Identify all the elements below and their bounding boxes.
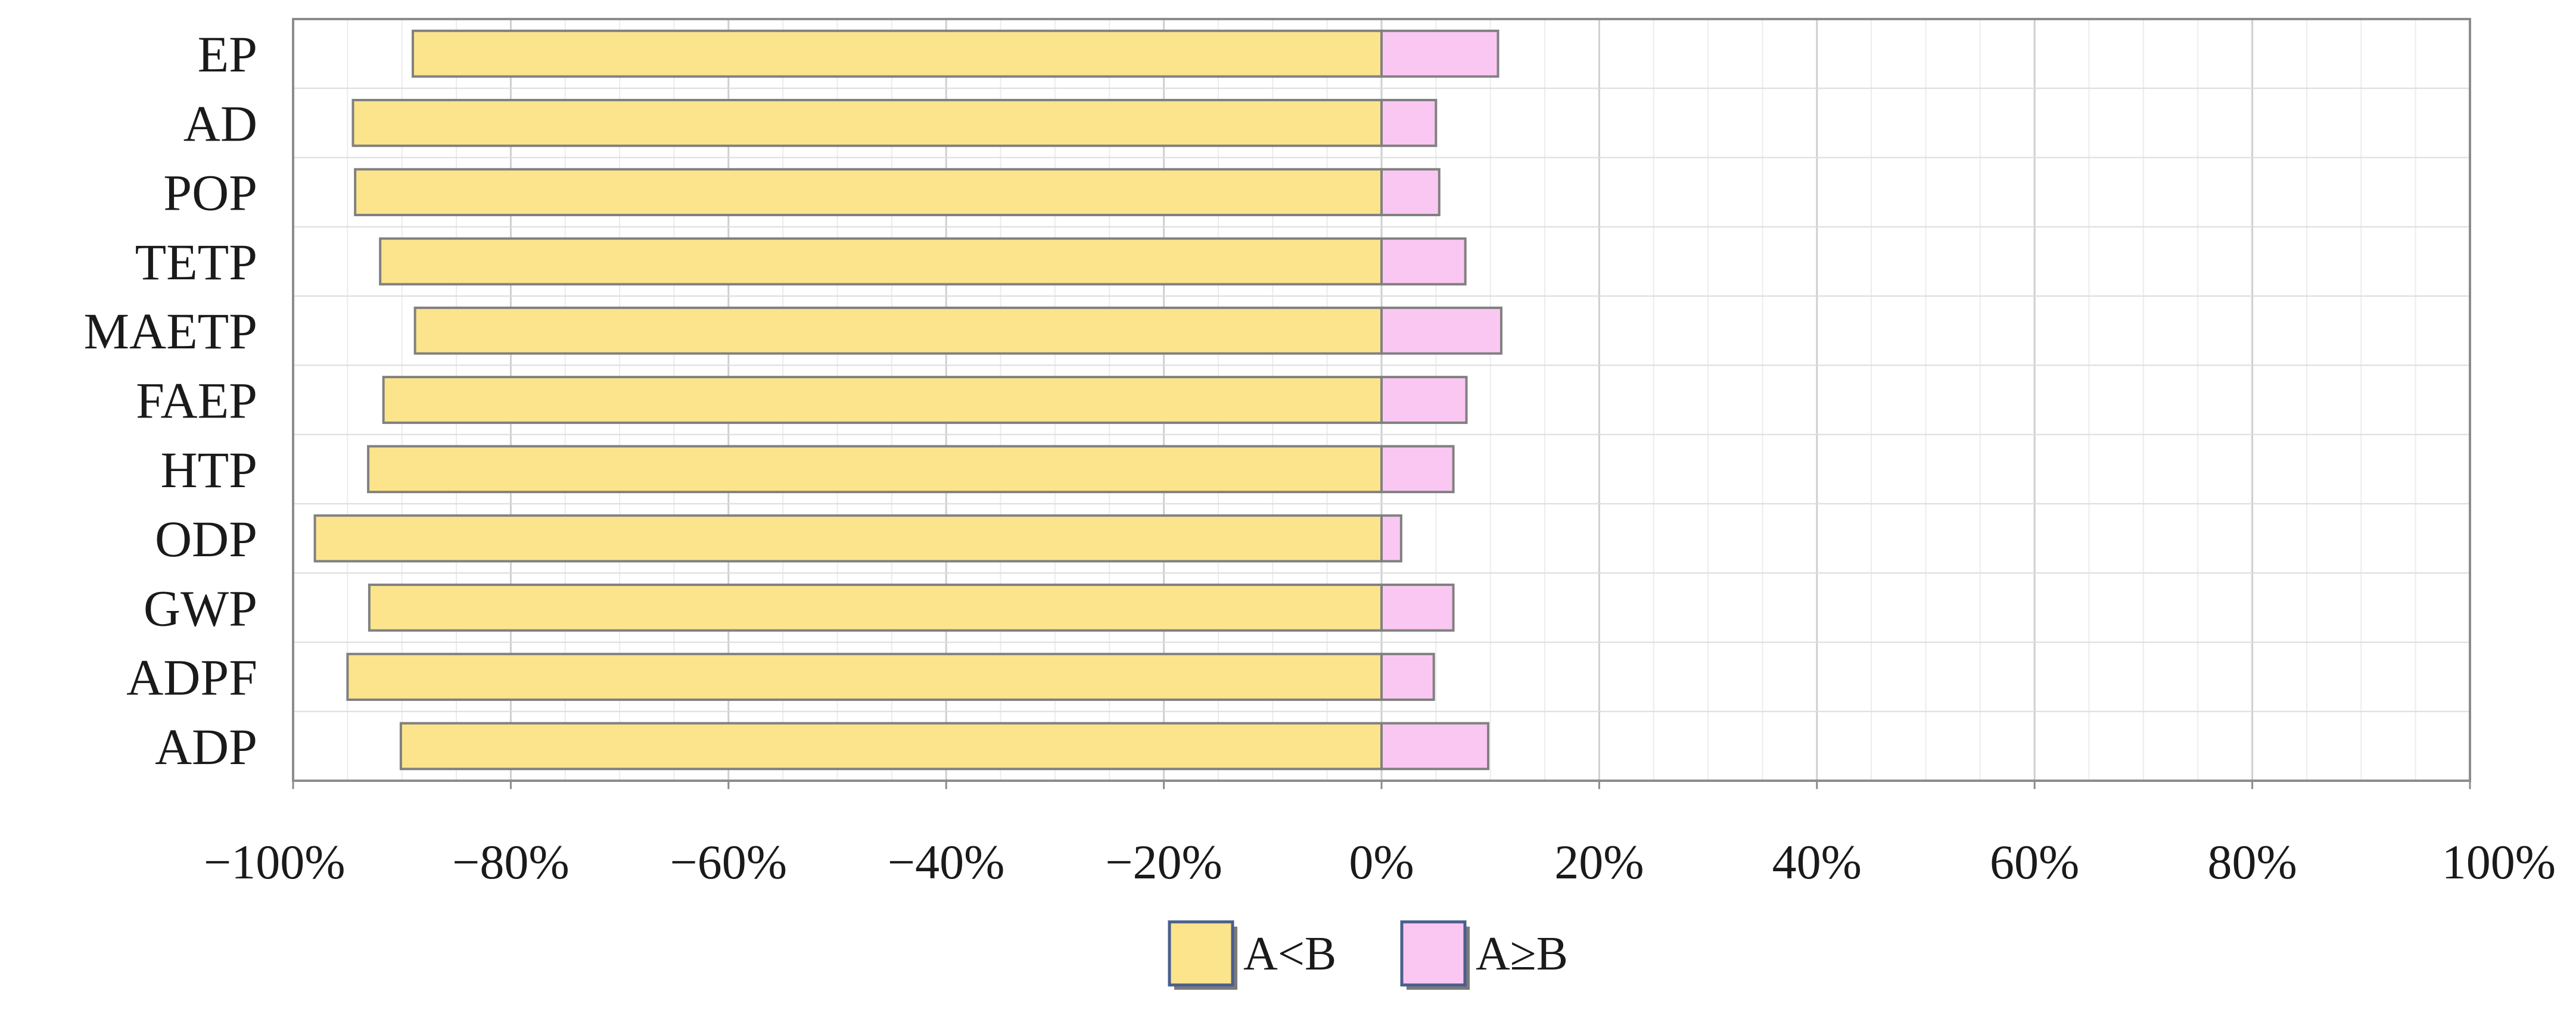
x-tick-label: 100%: [2442, 835, 2556, 889]
bar-odp-series-1: [1380, 514, 1402, 563]
x-tick-label: 20%: [1554, 835, 1644, 889]
category-label-adpf: ADPF: [126, 649, 257, 706]
bar-adp-series-0: [399, 722, 1383, 771]
bar-maetp-series-0: [413, 306, 1383, 355]
bar-gwp-series-1: [1380, 583, 1455, 632]
x-tick-label: 80%: [2207, 835, 2297, 889]
category-label-ep: EP: [198, 26, 257, 83]
bar-odp-series-0: [313, 514, 1383, 563]
bar-ad-series-0: [351, 99, 1383, 147]
x-axis-ticks: −100% −80% −60% −40% −20% 0% 20% 40% 60% 80% 100%: [204, 781, 2556, 889]
bar-adpf-series-0: [346, 653, 1383, 701]
bar-tetp-series-1: [1380, 237, 1467, 286]
category-label-ad: AD: [183, 95, 257, 152]
x-tick-label: −100%: [204, 835, 346, 889]
category-labels: EP AD POP TETP MAETP FAEP HTP ODP GWP ADPF ADP: [84, 26, 257, 775]
bar-adpf-series-1: [1380, 653, 1435, 701]
legend: A<B A≥B: [1168, 920, 1568, 990]
category-label-odp: ODP: [155, 510, 257, 568]
legend-swatch-0: [1168, 920, 1234, 987]
bar-maetp-series-1: [1380, 306, 1502, 355]
legend-swatch-1: [1400, 920, 1467, 987]
category-label-maetp: MAETP: [84, 303, 257, 360]
bar-pop-series-0: [354, 168, 1383, 217]
bar-faep-series-1: [1380, 376, 1468, 424]
category-label-faep: FAEP: [136, 372, 257, 429]
legend-label-1: A≥B: [1476, 928, 1568, 980]
bar-ep-series-0: [411, 29, 1383, 78]
bar-htp-series-0: [367, 445, 1383, 494]
category-label-htp: HTP: [161, 441, 257, 498]
bar-layer: [313, 29, 1502, 771]
bar-pop-series-1: [1380, 168, 1441, 217]
bar-ep-series-1: [1380, 29, 1499, 78]
x-tick-label: −60%: [670, 835, 788, 889]
bar-adp-series-1: [1380, 722, 1490, 771]
x-tick-label: −80%: [452, 835, 570, 889]
category-label-tetp: TETP: [135, 233, 257, 291]
category-label-adp: ADP: [155, 718, 257, 775]
x-tick-label: −40%: [888, 835, 1005, 889]
x-tick-label: 60%: [1990, 835, 2079, 889]
x-tick-label: 40%: [1772, 835, 1862, 889]
bar-faep-series-0: [382, 376, 1383, 424]
category-label-pop: POP: [163, 164, 257, 222]
legend-label-0: A<B: [1243, 928, 1336, 980]
bar-ad-series-1: [1380, 99, 1438, 147]
x-tick-label: 0%: [1349, 835, 1414, 889]
bar-gwp-series-0: [368, 583, 1383, 632]
category-label-gwp: GWP: [144, 579, 257, 637]
bar-htp-series-1: [1380, 445, 1455, 494]
x-tick-label: −20%: [1105, 835, 1222, 889]
bar-tetp-series-0: [379, 237, 1383, 286]
